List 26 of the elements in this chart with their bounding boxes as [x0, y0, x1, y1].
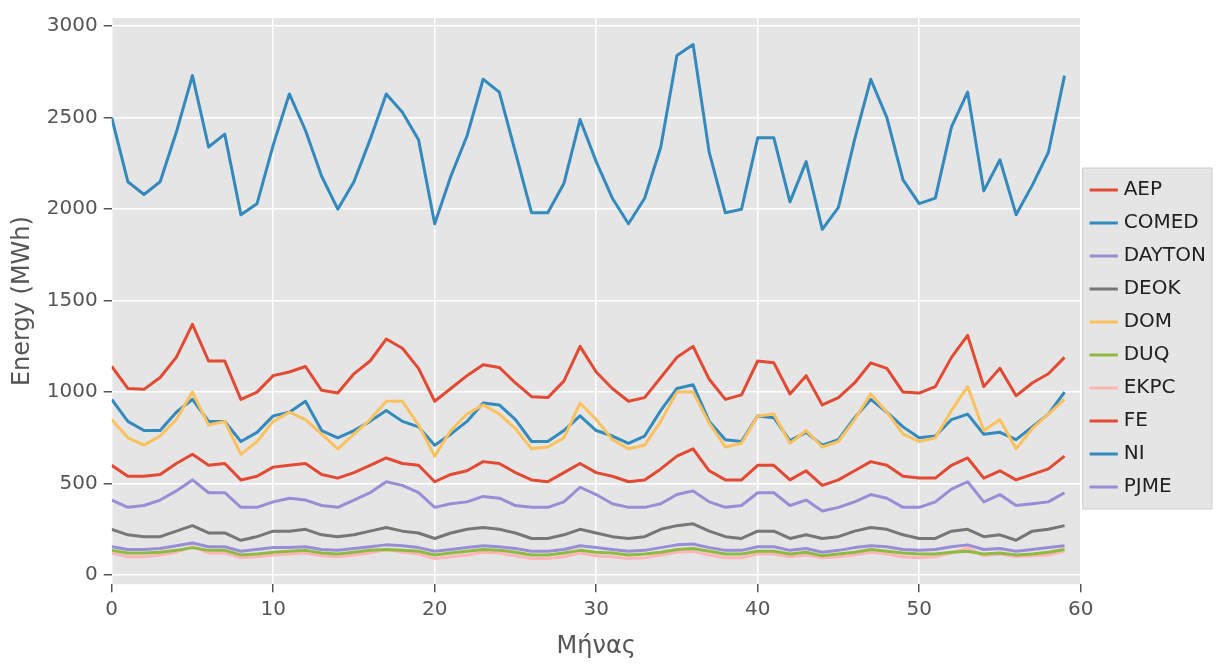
y-tick-label: 0	[84, 561, 98, 586]
legend-label: COMED	[1123, 209, 1199, 234]
x-tick-label: 50	[906, 596, 932, 621]
x-tick-label: 30	[583, 596, 609, 621]
legend-label: NI	[1123, 440, 1145, 465]
y-tick-label: 2000	[46, 195, 98, 220]
y-tick-label: 500	[59, 469, 98, 494]
y-tick-label: 3000	[46, 12, 98, 37]
x-axis-title: Μήνας	[556, 630, 636, 659]
x-tick-label: 0	[105, 596, 119, 621]
x-tick-label: 10	[260, 596, 286, 621]
y-tick-label: 1000	[46, 378, 98, 403]
y-axis-title: Energy (MWh)	[6, 216, 35, 387]
x-tick-label: 20	[421, 596, 448, 621]
legend-label: DUQ	[1123, 341, 1170, 366]
x-tick-label: 40	[744, 596, 771, 621]
legend-label: FE	[1123, 407, 1148, 432]
legend-label: EKPC	[1123, 374, 1176, 399]
legend-label: AEP	[1123, 176, 1163, 201]
legend-label: DAYTON	[1123, 242, 1207, 267]
legend-label: DEOK	[1123, 275, 1182, 300]
y-tick-label: 1500	[46, 286, 98, 311]
legend-label: PJME	[1123, 473, 1172, 498]
x-tick-label: 60	[1067, 596, 1094, 621]
y-tick-label: 2500	[46, 103, 98, 128]
legend-label: DOM	[1123, 308, 1173, 333]
